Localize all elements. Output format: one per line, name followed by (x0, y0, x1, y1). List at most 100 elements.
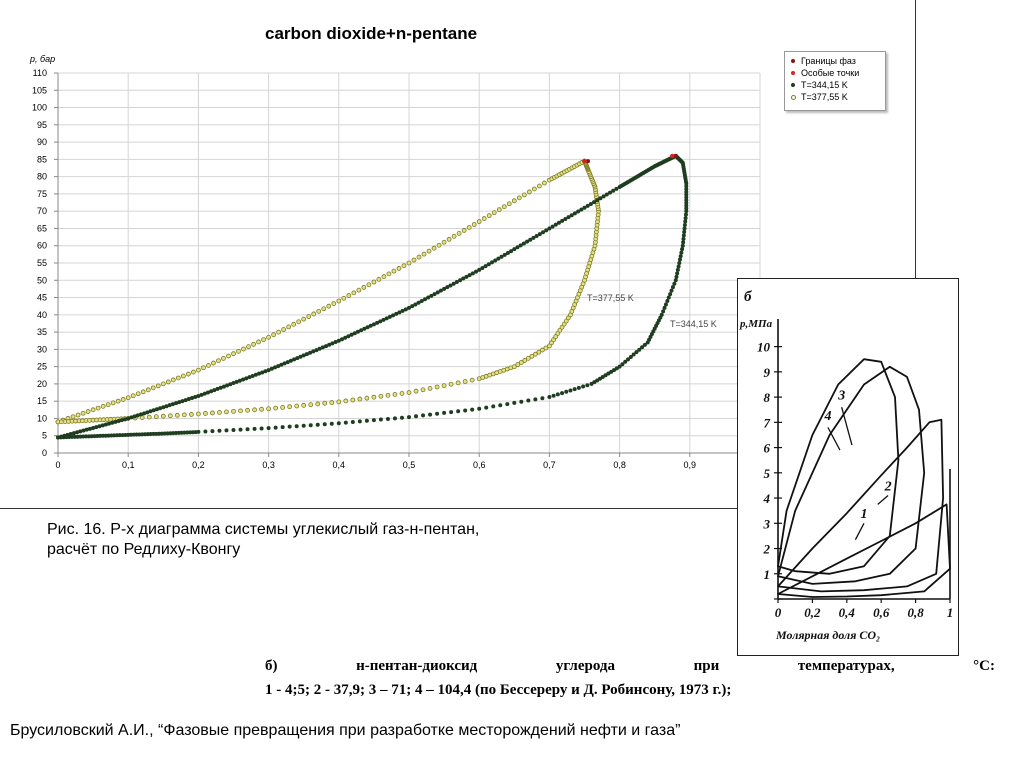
data-point (361, 285, 367, 290)
data-point (143, 432, 148, 437)
data-point (123, 417, 128, 422)
data-point (341, 295, 347, 301)
data-point (145, 387, 151, 393)
data-point (371, 394, 377, 400)
data-point (469, 377, 475, 383)
data-point (167, 413, 173, 419)
data-point (576, 209, 581, 214)
data-point (349, 332, 354, 337)
data-point (294, 424, 299, 429)
data-point (190, 369, 196, 375)
data-point (181, 412, 187, 418)
data-point (343, 420, 348, 425)
data-point (296, 319, 302, 325)
data-point (308, 423, 313, 428)
data-point (438, 288, 443, 293)
data-point (282, 361, 287, 366)
data-point (137, 432, 142, 437)
data-point (432, 292, 437, 297)
data-point (611, 188, 616, 193)
inset-y-label: p,МПа (739, 318, 773, 330)
data-point (680, 247, 685, 252)
data-point (536, 183, 542, 189)
chart-series (55, 153, 689, 440)
data-point (506, 201, 512, 207)
data-point (631, 352, 636, 357)
data-point (675, 267, 680, 272)
scanned-word: °С: (973, 658, 995, 674)
annotation-t377: T=377,55 K (587, 293, 634, 303)
data-point (343, 335, 348, 340)
y-tick-label: 5 (42, 431, 47, 441)
data-point (678, 254, 683, 259)
data-point (531, 186, 537, 192)
data-point (420, 387, 426, 393)
legend-label: T=377,55 K (801, 92, 848, 102)
y-tick-label: 25 (37, 362, 47, 372)
data-point (662, 305, 667, 310)
data-point (113, 419, 118, 424)
data-point (218, 385, 223, 390)
chart-legend: Границы фаз Особые точки T=344,15 K T=37… (784, 51, 886, 111)
data-point (75, 434, 80, 439)
data-point (238, 427, 243, 432)
chart-ticks: 0 5 10 15 20 25 30 35 40 45 50 55 60 65 70 75 80 85 90 95 10… (32, 68, 696, 470)
y-tick-label: 30 (37, 344, 47, 354)
data-point (287, 404, 293, 410)
data-point (526, 189, 532, 195)
data-point (604, 192, 609, 197)
data-point (442, 410, 447, 415)
data-point (677, 261, 682, 265)
data-point (326, 303, 332, 309)
legend-label: Границы фаз (801, 56, 856, 66)
data-point (320, 345, 325, 350)
data-point (167, 403, 172, 408)
y-tick-label: 70 (37, 206, 47, 216)
data-point (314, 348, 319, 353)
data-point (666, 295, 671, 300)
data-point (185, 430, 190, 435)
data-point (287, 424, 292, 429)
data-point (89, 434, 94, 439)
data-point (331, 301, 337, 306)
slide-frame-line (915, 0, 916, 278)
scanned-word: б) (265, 658, 278, 674)
data-point (441, 239, 447, 245)
data-point (103, 422, 108, 427)
data-point (298, 354, 303, 359)
inset-leader-line (841, 407, 853, 446)
inset-curves: 1 2 34 (777, 358, 951, 598)
data-point (336, 421, 341, 426)
data-point (112, 433, 117, 438)
data-point (266, 334, 272, 340)
caption-line: расчёт по Редлиху-Квонгу (47, 541, 241, 558)
data-point (413, 388, 419, 394)
data-point (84, 427, 89, 432)
data-point (100, 403, 106, 409)
data-point (683, 212, 688, 217)
data-point (179, 430, 184, 435)
x-tick-label: 0,5 (403, 460, 416, 470)
y-tick-label: 60 (37, 241, 47, 251)
data-point (431, 245, 437, 251)
data-point (206, 363, 211, 368)
data-point (256, 339, 261, 345)
data-point (301, 353, 306, 358)
y-tick-label: 35 (37, 327, 47, 337)
data-point (153, 414, 159, 420)
data-point (132, 414, 137, 419)
data-point (295, 356, 300, 361)
special-point (670, 153, 675, 159)
data-point (403, 307, 408, 312)
data-point (311, 311, 317, 317)
data-point (217, 428, 222, 433)
data-point (392, 392, 398, 397)
data-point (245, 427, 250, 432)
data-point (109, 433, 114, 438)
data-point (484, 405, 489, 410)
data-point (91, 425, 96, 430)
data-point (154, 431, 159, 436)
y-tick-label: 110 (33, 68, 47, 78)
data-point (526, 398, 531, 403)
data-point (493, 258, 498, 263)
